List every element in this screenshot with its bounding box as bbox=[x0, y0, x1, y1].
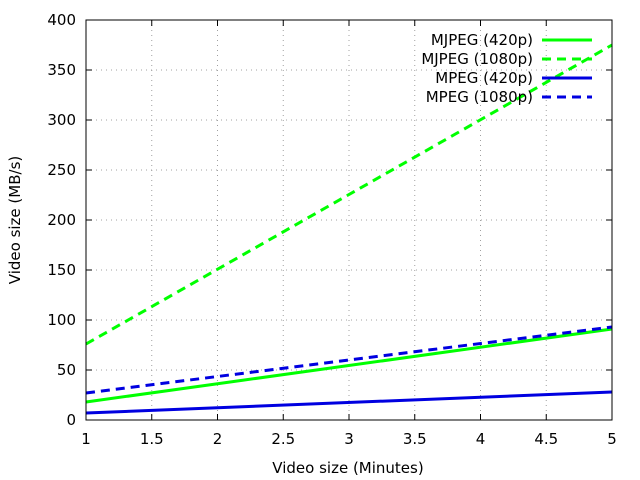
x-tick-label: 3.5 bbox=[403, 430, 427, 448]
y-tick-label: 0 bbox=[66, 411, 76, 429]
y-tick-label: 50 bbox=[57, 361, 76, 379]
x-tick-label: 2 bbox=[213, 430, 223, 448]
x-tick-label: 2.5 bbox=[271, 430, 295, 448]
series-line-mjpeg-420p bbox=[85, 327, 613, 404]
x-tick-label: 4.5 bbox=[534, 430, 558, 448]
x-axis-label: Video size (Minutes) bbox=[272, 459, 423, 477]
y-tick-label: 350 bbox=[47, 61, 76, 79]
legend-label: MJPEG (1080p) bbox=[421, 50, 533, 68]
plot-frame bbox=[85, 19, 613, 421]
y-tick-label: 400 bbox=[47, 11, 76, 29]
y-tick-label: 100 bbox=[47, 311, 76, 329]
series-line-mpeg-420p bbox=[85, 390, 613, 415]
legend-label: MJPEG (420p) bbox=[431, 31, 533, 49]
series-lines bbox=[85, 43, 613, 415]
y-tick-label: 300 bbox=[47, 111, 76, 129]
y-tick-label: 200 bbox=[47, 211, 76, 229]
legend-label: MPEG (420p) bbox=[435, 69, 533, 87]
x-tick-label: 1.5 bbox=[140, 430, 164, 448]
tick-labels: 1 1.5 2 2.5 3 3.5 4 4.5 505010015020025030035040… bbox=[47, 11, 616, 448]
x-tick-label: 4 bbox=[476, 430, 486, 448]
x-tick-label: 3 bbox=[344, 430, 354, 448]
legend-label: MPEG (1080p) bbox=[426, 88, 533, 106]
x-tick-label: 5 bbox=[607, 430, 617, 448]
grid bbox=[86, 20, 612, 420]
series-line-mjpeg-1080p bbox=[85, 43, 613, 346]
y-axis-label: Video size (MB/s) bbox=[6, 156, 24, 284]
y-tick-label: 150 bbox=[47, 261, 76, 279]
series-line-mpeg-1080p bbox=[85, 325, 613, 395]
y-tick-label: 250 bbox=[47, 161, 76, 179]
x-tick-label: 1 bbox=[81, 430, 91, 448]
legend: MJPEG (420p)MJPEG (1080p)MPEG (420p)MPEG… bbox=[421, 31, 592, 106]
